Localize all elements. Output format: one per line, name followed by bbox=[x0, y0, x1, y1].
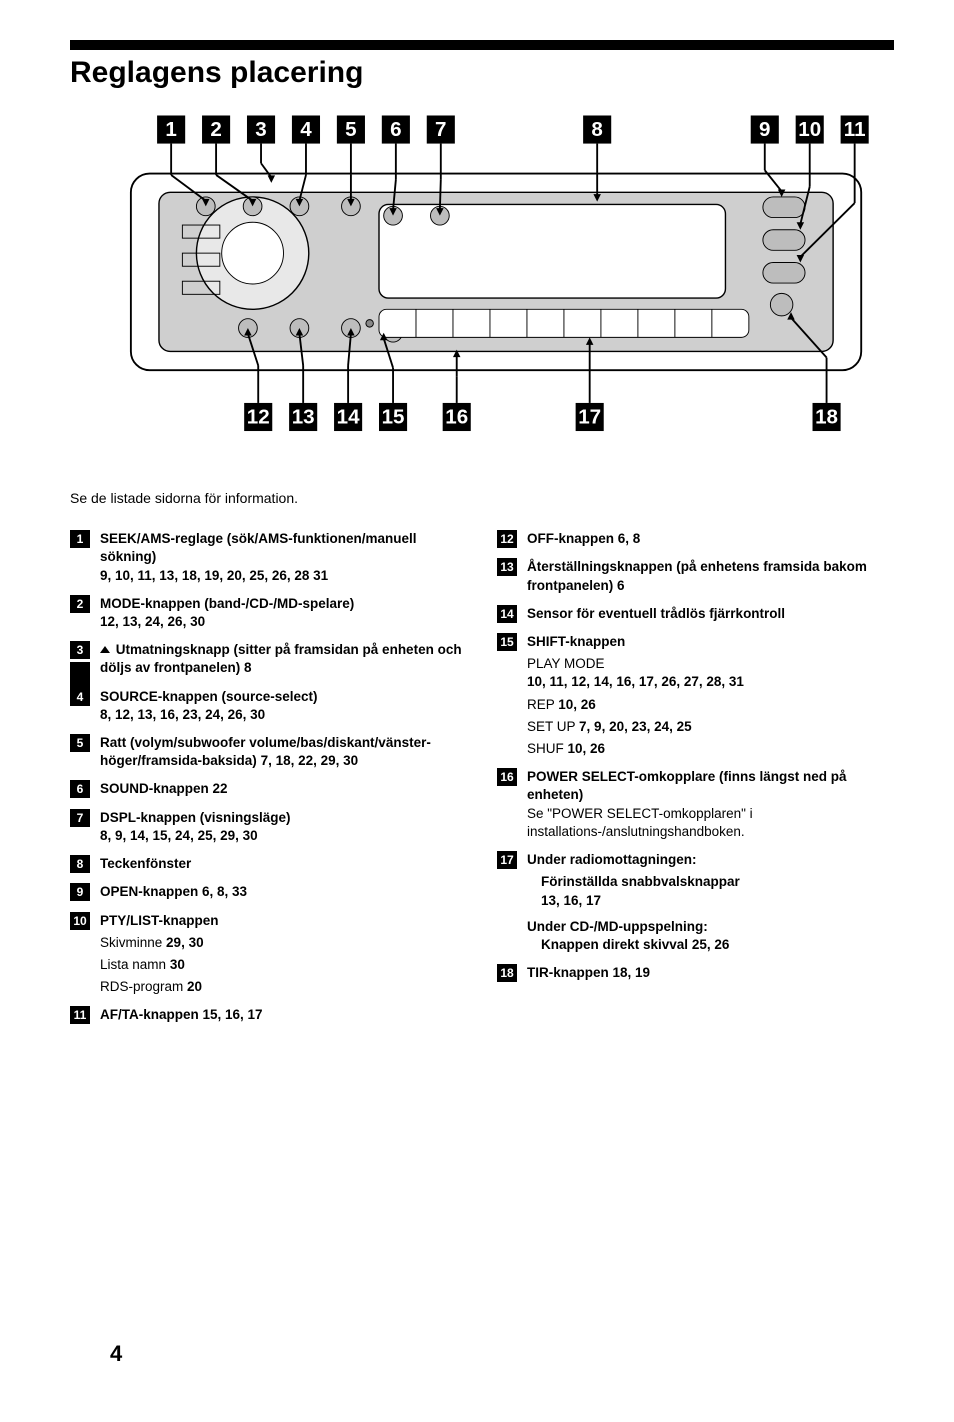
legend-body: TIR-knappen 18, 19 bbox=[527, 964, 894, 982]
svg-text:4: 4 bbox=[300, 118, 312, 141]
page-number: 4 bbox=[110, 1341, 122, 1367]
legend-col-right: 12 OFF-knappen 6, 8 13 Återställningsknappe… bbox=[497, 530, 894, 1035]
legend-item-13: 13 Återställningsknappen (på enhetens fra… bbox=[497, 558, 894, 594]
heading-rule bbox=[70, 40, 894, 50]
legend-body: SEEK/AMS-reglage (sök/AMS-funktionen/man… bbox=[100, 530, 467, 585]
legend-body: OFF-knappen 6, 8 bbox=[527, 530, 894, 548]
legend-body: SOUND-knappen 22 bbox=[100, 780, 467, 798]
legend-index: 12 bbox=[497, 530, 517, 548]
svg-text:10: 10 bbox=[798, 118, 821, 141]
legend-index: 2 bbox=[70, 595, 90, 613]
legend-body: DSPL-knappen (visningsläge)8, 9, 14, 15,… bbox=[100, 809, 467, 845]
svg-text:7: 7 bbox=[435, 118, 446, 141]
legend-body: Utmatningsknapp (sitter på framsidan på … bbox=[100, 641, 467, 677]
legend-item-1: 1 SEEK/AMS-reglage (sök/AMS-funktionen/ma… bbox=[70, 530, 467, 585]
legend-index: 4 bbox=[70, 688, 90, 706]
legend-body: Ratt (volym/subwoofer volume/bas/diskant… bbox=[100, 734, 467, 770]
legend-index: 11 bbox=[70, 1006, 90, 1024]
legend-index: 3 bbox=[70, 641, 90, 659]
svg-text:16: 16 bbox=[445, 406, 468, 429]
legend-index: 17 bbox=[497, 851, 517, 869]
svg-text:3: 3 bbox=[255, 118, 266, 141]
legend-index: 15 bbox=[497, 633, 517, 651]
legend-index: 5 bbox=[70, 734, 90, 752]
legend-item-15: 15 SHIFT-knappenPLAY MODE10, 11, 12, 14, … bbox=[497, 633, 894, 758]
intro-text: Se de listade sidorna för information. bbox=[70, 490, 894, 506]
legend-index: 7 bbox=[70, 809, 90, 827]
legend-body: Återställningsknappen (på enhetens frams… bbox=[527, 558, 894, 594]
legend-index: 10 bbox=[70, 912, 90, 930]
svg-text:9: 9 bbox=[759, 118, 770, 141]
legend-body: OPEN-knappen 6, 8, 33 bbox=[100, 883, 467, 901]
eject-icon bbox=[100, 646, 110, 653]
legend-index: 8 bbox=[70, 855, 90, 873]
legend-item-9: 9 OPEN-knappen 6, 8, 33 bbox=[70, 883, 467, 901]
legend-body: SOURCE-knappen (source-select)8, 12, 13,… bbox=[100, 688, 467, 724]
legend-body: Teckenfönster bbox=[100, 855, 467, 873]
svg-text:5: 5 bbox=[345, 118, 356, 141]
svg-text:6: 6 bbox=[390, 118, 401, 141]
legend-index: 16 bbox=[497, 768, 517, 786]
legend-body: Sensor för eventuell trådlös fjärrkontro… bbox=[527, 605, 894, 623]
legend-index: 9 bbox=[70, 883, 90, 901]
svg-text:12: 12 bbox=[247, 406, 270, 429]
svg-text:1: 1 bbox=[165, 118, 176, 141]
svg-text:2: 2 bbox=[210, 118, 221, 141]
svg-text:17: 17 bbox=[578, 406, 601, 429]
svg-text:11: 11 bbox=[844, 118, 866, 141]
legend-body: PTY/LIST-knappenSkivminne 29, 30Lista na… bbox=[100, 912, 467, 997]
legend-item-17: 17 Under radiomottagningen:Förinställda s… bbox=[497, 851, 894, 954]
legend-item-8: 8 Teckenfönster bbox=[70, 855, 467, 873]
svg-text:13: 13 bbox=[292, 406, 315, 429]
legend-item-18: 18 TIR-knappen 18, 19 bbox=[497, 964, 894, 982]
legend-item-4: 4 SOURCE-knappen (source-select)8, 12, 13… bbox=[70, 688, 467, 724]
legend-body: SHIFT-knappenPLAY MODE10, 11, 12, 14, 16… bbox=[527, 633, 894, 758]
legend-columns: 1 SEEK/AMS-reglage (sök/AMS-funktionen/ma… bbox=[70, 530, 894, 1035]
legend-index: 1 bbox=[70, 530, 90, 548]
legend-body: POWER SELECT-omkopplare (finns längst ne… bbox=[527, 768, 894, 841]
svg-text:18: 18 bbox=[815, 406, 838, 429]
svg-text:15: 15 bbox=[382, 406, 405, 429]
legend-item-10: 10 PTY/LIST-knappenSkivminne 29, 30Lista … bbox=[70, 912, 467, 997]
legend-body: Under radiomottagningen:Förinställda sna… bbox=[527, 851, 894, 954]
legend-col-left: 1 SEEK/AMS-reglage (sök/AMS-funktionen/ma… bbox=[70, 530, 467, 1035]
legend-item-14: 14 Sensor för eventuell trådlös fjärrkont… bbox=[497, 605, 894, 623]
legend-item-16: 16 POWER SELECT-omkopplare (finns längst … bbox=[497, 768, 894, 841]
margin-tab bbox=[70, 662, 90, 690]
legend-index: 14 bbox=[497, 605, 517, 623]
legend-index: 13 bbox=[497, 558, 517, 576]
svg-text:14: 14 bbox=[337, 406, 360, 429]
legend-item-12: 12 OFF-knappen 6, 8 bbox=[497, 530, 894, 548]
svg-text:8: 8 bbox=[591, 118, 602, 141]
legend-item-7: 7 DSPL-knappen (visningsläge)8, 9, 14, 15… bbox=[70, 809, 467, 845]
legend-body: AF/TA-knappen 15, 16, 17 bbox=[100, 1006, 467, 1024]
legend-item-2: 2 MODE-knappen (band-/CD-/MD-spelare)12, … bbox=[70, 595, 467, 631]
legend-index: 18 bbox=[497, 964, 517, 982]
controls-diagram: 123456789101112131415161718 bbox=[70, 108, 894, 445]
legend-item-6: 6 SOUND-knappen 22 bbox=[70, 780, 467, 798]
page-title: Reglagens placering bbox=[70, 56, 894, 90]
legend-item-11: 11 AF/TA-knappen 15, 16, 17 bbox=[70, 1006, 467, 1024]
legend-index: 6 bbox=[70, 780, 90, 798]
legend-item-5: 5 Ratt (volym/subwoofer volume/bas/diskan… bbox=[70, 734, 467, 770]
legend-body: MODE-knappen (band-/CD-/MD-spelare)12, 1… bbox=[100, 595, 467, 631]
legend-item-3: 3 Utmatningsknapp (sitter på framsidan p… bbox=[70, 641, 467, 677]
